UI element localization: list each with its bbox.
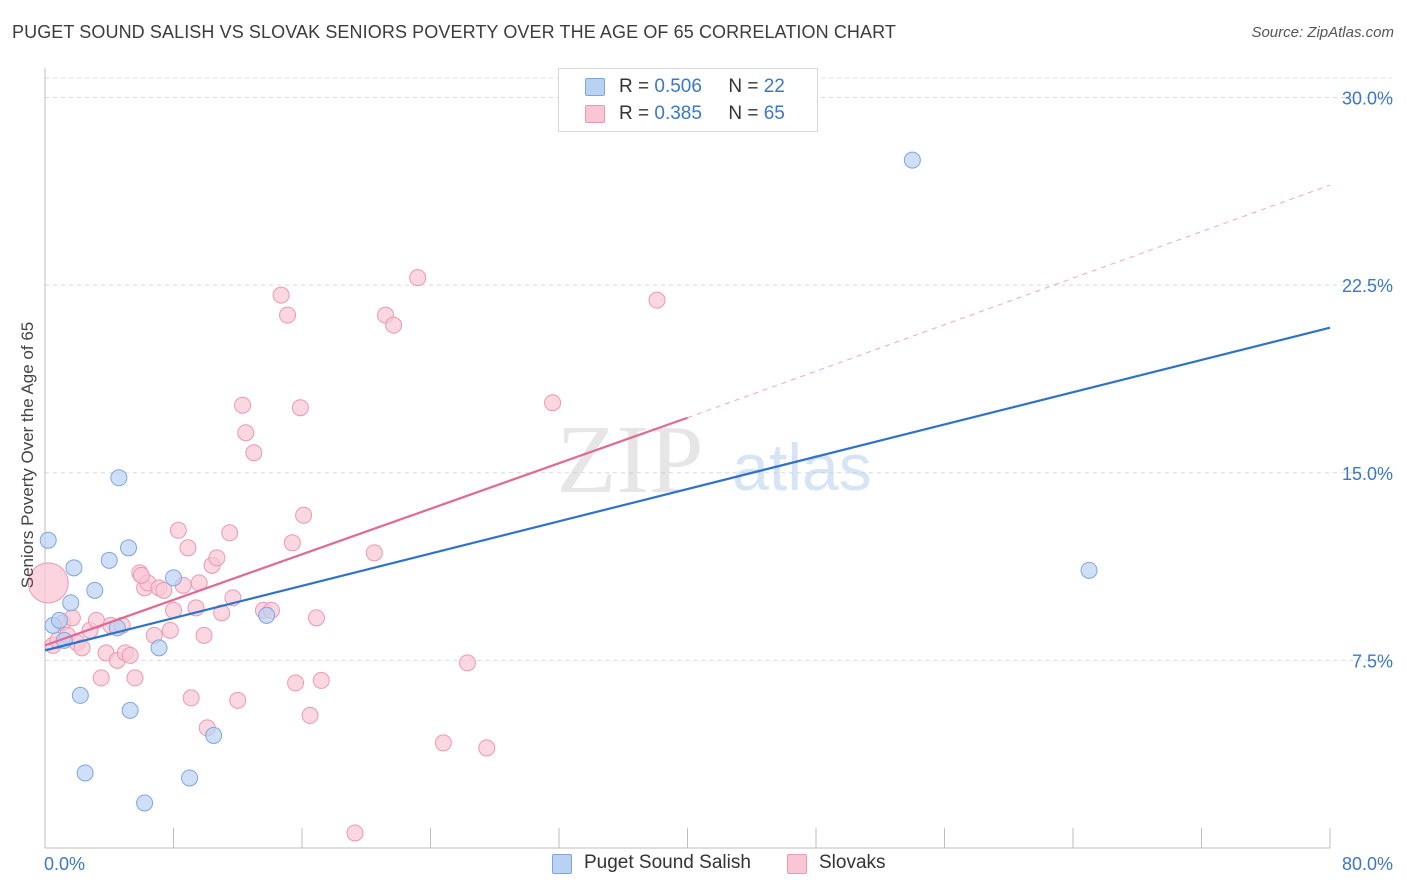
slovak-trend-line — [44, 416, 688, 647]
salish-point — [39, 531, 57, 549]
legend-swatch-pink — [585, 105, 605, 123]
tick-labels: 7.5% 15.0% 22.5% 30.0% 0.0% 80.0% — [44, 89, 1393, 874]
bottom-legend-label-slovaks: Slovaks — [819, 852, 886, 873]
slovak-point — [229, 691, 247, 709]
legend-r-value-slovaks: 0.385 — [654, 103, 702, 124]
legend-n-value-salish: 22 — [763, 76, 785, 97]
trend-layer — [44, 184, 1331, 652]
slovak-point — [121, 646, 139, 664]
watermark: ZIP atlas — [557, 406, 872, 514]
slovak-point — [544, 394, 562, 412]
slovak-point — [295, 506, 313, 524]
slovak-point — [307, 609, 325, 627]
slovak-point — [126, 669, 144, 687]
salish-point — [86, 581, 104, 599]
y-tick-label: 22.5% — [1342, 276, 1393, 296]
salish-point — [903, 151, 921, 169]
legend-swatch-blue — [585, 78, 605, 96]
slovak-point — [385, 316, 403, 334]
salish-point — [165, 569, 182, 587]
salish-point — [258, 606, 276, 624]
salish-point — [120, 539, 138, 557]
bottom-legend-label-salish: Puget Sound Salish — [584, 852, 751, 873]
slovak-point — [27, 562, 69, 604]
salish-point — [136, 794, 154, 812]
legend-n-label: N = — [728, 76, 759, 97]
slovak-point — [169, 521, 187, 539]
slovak-point — [346, 824, 364, 842]
salish-point — [62, 594, 80, 612]
slovak-point — [155, 581, 173, 599]
x-tick-label: 0.0% — [44, 854, 85, 874]
slovak-point — [434, 734, 452, 752]
legend-n-label: N = — [728, 103, 759, 124]
x-tick-label: 80.0% — [1342, 854, 1393, 874]
slovak-point — [478, 739, 496, 757]
legend-n-value-slovaks: 65 — [763, 103, 785, 124]
watermark-zip: ZIP — [557, 406, 704, 514]
bottom-legend-swatch-blue — [552, 854, 572, 874]
slovak-point — [283, 534, 301, 552]
salish-point — [71, 686, 89, 704]
slovak-point — [279, 306, 297, 324]
slovak-trend-extension — [687, 184, 1331, 419]
slovak-point — [301, 706, 319, 724]
salish-point — [181, 769, 199, 787]
slovak-point — [182, 689, 200, 707]
slovak-point — [272, 286, 290, 304]
slovak-point — [458, 654, 476, 672]
slovak-point — [312, 671, 330, 689]
slovak-point — [291, 399, 309, 417]
slovak-point — [73, 639, 91, 657]
legend-r-value-salish: 0.506 — [654, 76, 702, 97]
slovak-point — [132, 566, 150, 584]
salish-point — [205, 726, 223, 744]
slovak-point — [237, 424, 255, 442]
slovak-point — [409, 269, 427, 287]
salish-point — [65, 559, 83, 577]
salish-point — [1080, 561, 1098, 579]
slovak-point — [287, 674, 305, 692]
chart-title: PUGET SOUND SALISH VS SLOVAK SENIORS POV… — [12, 22, 896, 42]
correlation-legend: R = 0.506 N = 22 R = 0.385 N = 65 — [558, 68, 818, 132]
legend-r-label: R = — [619, 76, 650, 97]
salish-point — [50, 611, 68, 629]
salish-point — [100, 551, 118, 569]
slovak-point — [208, 549, 226, 567]
y-axis-label: Seniors Poverty Over the Age of 65 — [18, 321, 37, 589]
slovak-point — [161, 621, 179, 639]
y-tick-label: 7.5% — [1352, 651, 1393, 671]
slovak-point — [213, 604, 231, 622]
source-label: Source: ZipAtlas.com — [1251, 24, 1394, 41]
slovak-point — [245, 444, 263, 462]
salish-point — [76, 764, 94, 782]
salish-point — [121, 701, 139, 719]
y-tick-label: 30.0% — [1342, 89, 1393, 109]
salish-trend-line — [44, 326, 1331, 652]
slovak-point — [365, 544, 383, 562]
salish-point — [110, 469, 128, 487]
slovak-point — [195, 626, 213, 644]
y-tick-label: 15.0% — [1342, 464, 1393, 484]
slovak-point — [648, 291, 666, 309]
slovak-point — [179, 539, 197, 557]
watermark-atlas: atlas — [732, 430, 871, 504]
slovak-point — [234, 396, 252, 414]
legend-r-label: R = — [619, 103, 650, 124]
salish-point — [150, 639, 168, 657]
slovak-point — [221, 524, 239, 542]
bottom-legend-swatch-pink — [787, 854, 807, 874]
slovak-point — [92, 669, 110, 687]
axis-layer — [44, 68, 1331, 849]
